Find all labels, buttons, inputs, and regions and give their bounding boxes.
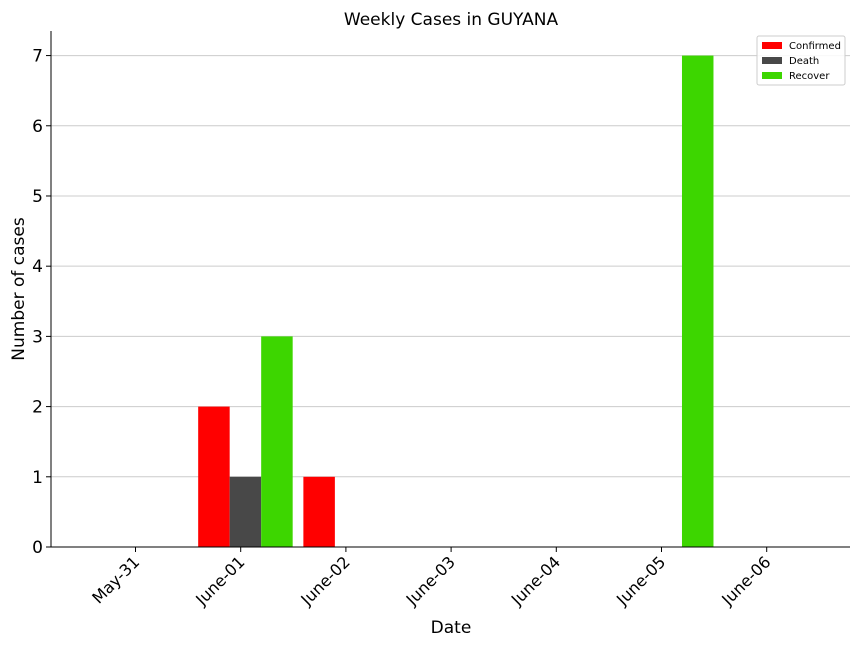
x-tick-label: May-31 [88,552,143,607]
bars [198,55,714,547]
y-tick-label: 1 [32,468,43,488]
bar-confirmed-june-02 [303,476,335,547]
bar-death-june-01 [229,476,262,547]
legend-swatch-recover [762,72,782,79]
y-tick-label: 5 [32,187,43,207]
y-tick-label: 2 [32,398,43,418]
bar-confirmed-june-01 [198,406,230,547]
legend: Confirmed Death Recover [756,35,846,86]
legend-swatch-death [762,57,782,64]
y-tick-label: 0 [32,538,43,558]
bar-recover-june-01 [261,336,293,547]
x-tick-label: June-03 [402,552,459,609]
y-axis-label: Number of cases [9,217,29,361]
legend-label-recover: Recover [789,71,830,82]
y-tick-label: 3 [32,327,43,347]
x-tick-label: June-05 [612,552,669,609]
x-tick-label: June-01 [191,552,248,609]
x-axis-label: Date [431,618,472,638]
bar-recover-june-05 [681,55,714,547]
x-tick-label: June-02 [296,552,353,609]
x-tick-label: June-06 [717,552,774,609]
y-tick-label: 4 [32,257,43,277]
x-tick-label: June-04 [507,552,564,609]
legend-swatch-confirmed [762,42,782,49]
x-ticks: May-31 June-01 June-02 June-03 June-04 June-0… [88,547,775,610]
axes [50,31,850,548]
chart-title: Weekly Cases in GUYANA [344,10,559,30]
legend-label-death: Death [789,56,819,67]
gridlines [51,55,850,478]
legend-label-confirmed: Confirmed [789,41,841,52]
y-ticks: 0 1 2 3 4 5 6 7 [32,47,51,558]
y-tick-label: 6 [32,117,43,137]
y-tick-label: 7 [32,47,43,67]
